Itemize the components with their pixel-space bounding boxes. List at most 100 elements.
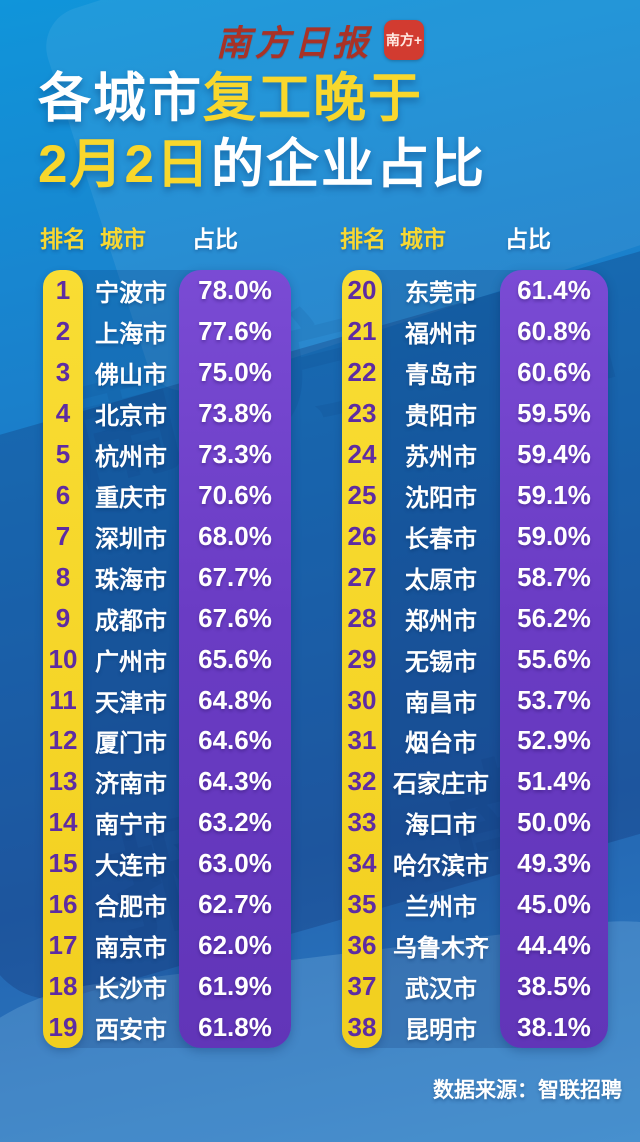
table-row: 24 苏州市 59.4%	[342, 434, 608, 475]
city-cell: 宁波市	[95, 279, 167, 307]
share-cell: 59.0%	[517, 520, 591, 551]
city-cell: 长沙市	[95, 976, 167, 1004]
table-row: 31 烟台市 52.9%	[342, 720, 608, 761]
rank-cell: 34	[347, 848, 377, 879]
table-row: 34 哈尔滨市 49.3%	[342, 843, 608, 884]
city-cell: 成都市	[95, 607, 167, 635]
city-cell: 广州市	[95, 648, 167, 676]
share-cell: 53.7%	[517, 684, 591, 715]
rank-cell: 27	[347, 561, 377, 592]
table-row: 32 石家庄市 51.4%	[342, 761, 608, 802]
table-row: 9 成都市 67.6%	[43, 598, 291, 639]
city-cell: 佛山市	[95, 361, 167, 389]
share-cell: 52.9%	[517, 725, 591, 756]
city-cell: 南宁市	[95, 812, 167, 840]
share-cell: 60.8%	[517, 315, 591, 346]
rank-cell: 26	[347, 520, 377, 551]
table-row: 19 西安市 61.8%	[43, 1007, 291, 1048]
table-row: 3 佛山市 75.0%	[43, 352, 291, 393]
table-row: 1 宁波市 78.0%	[43, 270, 291, 311]
share-cell: 63.2%	[198, 807, 272, 838]
share-cell: 64.6%	[198, 725, 272, 756]
share-bar-right	[500, 270, 608, 1048]
data-source-note: 数据来源：智联招聘	[433, 1079, 622, 1102]
table-row: 4 北京市 73.8%	[43, 393, 291, 434]
rank-cell: 2	[55, 315, 71, 346]
table-row: 10 广州市 65.6%	[43, 639, 291, 680]
share-cell: 44.4%	[517, 930, 591, 961]
table-row: 5 杭州市 73.3%	[43, 434, 291, 475]
share-cell: 56.2%	[517, 602, 591, 633]
share-cell: 73.3%	[198, 438, 272, 469]
rank-cell: 30	[347, 684, 377, 715]
rank-cell: 29	[347, 643, 377, 674]
table-row: 22 青岛市 60.6%	[342, 352, 608, 393]
table-row: 30 南昌市 53.7%	[342, 680, 608, 721]
rank-cell: 5	[55, 438, 71, 469]
rank-cell: 23	[347, 397, 377, 428]
table-row: 14 南宁市 63.2%	[43, 802, 291, 843]
share-cell: 64.3%	[198, 766, 272, 797]
city-cell: 长春市	[405, 525, 477, 553]
city-cell: 厦门市	[95, 730, 167, 758]
share-cell: 59.1%	[517, 479, 591, 510]
share-cell: 62.7%	[198, 889, 272, 920]
city-cell: 兰州市	[405, 894, 477, 922]
table-row: 15 大连市 63.0%	[43, 843, 291, 884]
rank-cell: 3	[55, 356, 71, 387]
table-row: 12 厦门市 64.6%	[43, 720, 291, 761]
rank-cell: 31	[347, 725, 377, 756]
rank-cell: 10	[48, 643, 78, 674]
rank-cell: 8	[55, 561, 71, 592]
city-cell: 上海市	[95, 320, 167, 348]
rank-cell: 14	[48, 807, 78, 838]
rank-cell: 7	[55, 520, 71, 551]
city-cell: 济南市	[95, 771, 167, 799]
share-cell: 75.0%	[198, 356, 272, 387]
table-left: 1 宁波市 78.0% 2 上海市 77.6% 3 佛山市 75.0% 4 北京…	[43, 270, 291, 1048]
share-cell: 67.6%	[198, 602, 272, 633]
table-row: 16 合肥市 62.7%	[43, 884, 291, 925]
table-row: 38 昆明市 38.1%	[342, 1007, 608, 1048]
table-row: 7 深圳市 68.0%	[43, 516, 291, 557]
rank-cell: 32	[347, 766, 377, 797]
rank-cell: 19	[48, 1012, 78, 1043]
share-cell: 64.8%	[198, 684, 272, 715]
city-cell: 哈尔滨市	[393, 853, 489, 881]
header-share-left: 占比	[192, 226, 238, 252]
table-row: 26 长春市 59.0%	[342, 516, 608, 557]
title-line-2: 2月2日的企业占比	[38, 135, 486, 194]
share-cell: 61.8%	[198, 1012, 272, 1043]
city-cell: 珠海市	[95, 566, 167, 594]
table-row: 28 郑州市 56.2%	[342, 598, 608, 639]
share-cell: 61.4%	[517, 274, 591, 305]
rank-bar-right	[342, 270, 382, 1048]
city-cell: 贵阳市	[405, 402, 477, 430]
page-title: 各城市复工晚于 2月2日的企业占比	[38, 66, 486, 198]
table-row: 13 济南市 64.3%	[43, 761, 291, 802]
share-cell: 45.0%	[517, 889, 591, 920]
header-share-right: 占比	[505, 226, 551, 252]
header-rank-right: 排名	[340, 226, 386, 252]
brand-badge-icon: 南方+	[384, 20, 424, 60]
share-cell: 49.3%	[517, 848, 591, 879]
rank-cell: 33	[347, 807, 377, 838]
city-cell: 大连市	[95, 853, 167, 881]
city-cell: 福州市	[405, 320, 477, 348]
city-cell: 无锡市	[405, 648, 477, 676]
share-cell: 63.0%	[198, 848, 272, 879]
share-cell: 62.0%	[198, 930, 272, 961]
city-cell: 南昌市	[405, 689, 477, 717]
table-row: 36 乌鲁木齐 44.4%	[342, 925, 608, 966]
rank-cell: 4	[55, 397, 71, 428]
rank-cell: 1	[55, 274, 71, 305]
share-cell: 58.7%	[517, 561, 591, 592]
header-rank-left: 排名	[40, 226, 86, 252]
rank-cell: 15	[48, 848, 78, 879]
city-cell: 沈阳市	[405, 484, 477, 512]
rank-cell: 37	[347, 971, 377, 1002]
share-cell: 55.6%	[517, 643, 591, 674]
title-line-1: 各城市复工晚于	[38, 69, 423, 128]
share-cell: 59.5%	[517, 397, 591, 428]
